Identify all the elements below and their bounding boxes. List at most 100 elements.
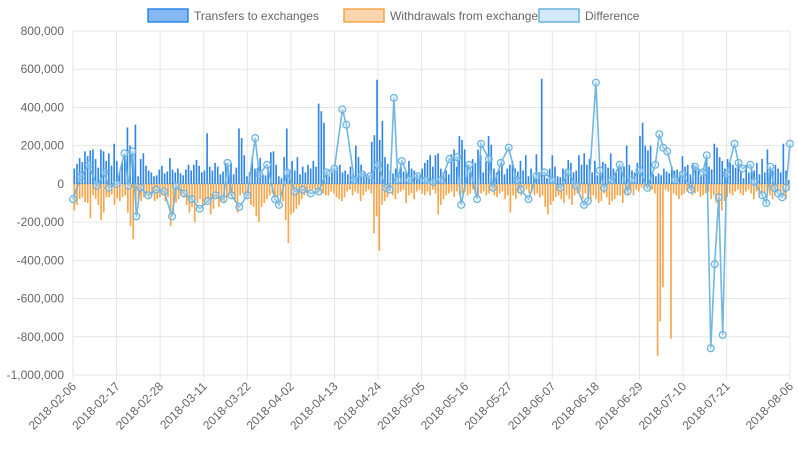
bar bbox=[613, 183, 616, 200]
difference-point bbox=[171, 181, 180, 190]
bar bbox=[571, 183, 573, 205]
bar bbox=[621, 183, 624, 203]
bar bbox=[203, 170, 206, 184]
bar bbox=[102, 151, 105, 184]
bar bbox=[501, 183, 504, 192]
bar bbox=[603, 183, 605, 194]
bar bbox=[600, 183, 603, 202]
difference-point bbox=[112, 179, 121, 188]
difference-point bbox=[374, 160, 383, 169]
bar bbox=[129, 183, 132, 226]
bar bbox=[124, 183, 126, 196]
difference-point bbox=[778, 193, 787, 202]
bar bbox=[180, 183, 183, 196]
withdrawals-bars bbox=[73, 183, 790, 356]
x-axis: 2018-02-062018-02-172018-02-282018-03-11… bbox=[26, 379, 797, 433]
bar bbox=[625, 145, 628, 184]
bar bbox=[156, 183, 159, 200]
bar bbox=[311, 183, 314, 190]
difference-point bbox=[738, 164, 747, 173]
bar bbox=[300, 183, 303, 200]
bar bbox=[702, 183, 704, 196]
bar bbox=[516, 171, 519, 184]
legend[interactable]: Transfers to exchanges Withdrawals from e… bbox=[147, 8, 640, 23]
difference-point bbox=[203, 197, 212, 206]
bar bbox=[108, 153, 110, 184]
bar bbox=[680, 183, 683, 196]
bar bbox=[517, 183, 520, 194]
legend-swatch[interactable] bbox=[343, 8, 385, 23]
difference-point bbox=[274, 200, 283, 209]
difference-point bbox=[746, 160, 755, 169]
bar bbox=[251, 157, 254, 184]
legend-label[interactable]: Difference bbox=[585, 9, 640, 23]
bar bbox=[151, 183, 153, 196]
difference-point bbox=[160, 187, 169, 196]
bar bbox=[696, 183, 699, 192]
difference-point bbox=[623, 187, 632, 196]
y-tick-label: -600,000 bbox=[17, 292, 65, 306]
bar bbox=[704, 183, 707, 194]
bar bbox=[670, 183, 672, 339]
difference-point bbox=[488, 183, 497, 192]
bar bbox=[267, 166, 270, 184]
bar bbox=[718, 157, 721, 184]
bar bbox=[678, 183, 680, 200]
bar bbox=[272, 151, 275, 184]
legend-swatch[interactable] bbox=[538, 8, 580, 23]
bar bbox=[432, 166, 434, 184]
bar bbox=[359, 183, 362, 202]
y-tick-label: -800,000 bbox=[17, 330, 65, 344]
difference-point bbox=[706, 344, 715, 353]
bar bbox=[357, 183, 359, 194]
bar bbox=[78, 183, 81, 200]
bar bbox=[81, 183, 84, 198]
bar bbox=[73, 168, 76, 184]
bar bbox=[607, 167, 609, 184]
bar bbox=[410, 183, 413, 194]
y-tick-label: 0 bbox=[57, 177, 64, 191]
bar bbox=[243, 155, 246, 184]
grid bbox=[72, 30, 791, 380]
bar bbox=[742, 178, 745, 184]
difference-point bbox=[473, 195, 482, 204]
difference-point bbox=[271, 195, 280, 204]
bar bbox=[115, 160, 118, 184]
bar bbox=[543, 174, 546, 184]
bar bbox=[290, 183, 292, 215]
bar bbox=[346, 183, 349, 192]
bar bbox=[312, 160, 315, 184]
bar bbox=[383, 183, 386, 202]
bar bbox=[140, 183, 143, 202]
bar bbox=[328, 176, 331, 184]
bar bbox=[710, 183, 712, 200]
bar bbox=[295, 183, 298, 209]
difference-point bbox=[421, 176, 430, 185]
bar bbox=[228, 183, 231, 196]
bar bbox=[381, 120, 384, 184]
bar bbox=[187, 164, 190, 184]
bar bbox=[142, 153, 145, 184]
legend-label[interactable]: Withdrawals from exchanges bbox=[390, 9, 544, 23]
bar bbox=[341, 172, 344, 184]
difference-point bbox=[437, 176, 446, 185]
legend-label[interactable]: Transfers to exchanges bbox=[194, 9, 319, 23]
difference-point bbox=[68, 195, 77, 204]
difference-point bbox=[465, 160, 474, 169]
bar bbox=[198, 165, 200, 184]
bar bbox=[161, 165, 163, 184]
difference-point bbox=[540, 168, 549, 177]
difference-point bbox=[381, 183, 390, 192]
bar bbox=[769, 183, 771, 196]
bar bbox=[579, 183, 581, 192]
bar bbox=[616, 183, 619, 196]
bar bbox=[649, 145, 652, 184]
difference-point bbox=[651, 160, 660, 169]
bar bbox=[268, 183, 271, 196]
bar bbox=[86, 156, 89, 184]
bar bbox=[592, 183, 595, 196]
bar bbox=[227, 169, 230, 184]
bar bbox=[660, 175, 663, 184]
difference-point bbox=[251, 134, 260, 143]
legend-swatch[interactable] bbox=[147, 8, 189, 23]
